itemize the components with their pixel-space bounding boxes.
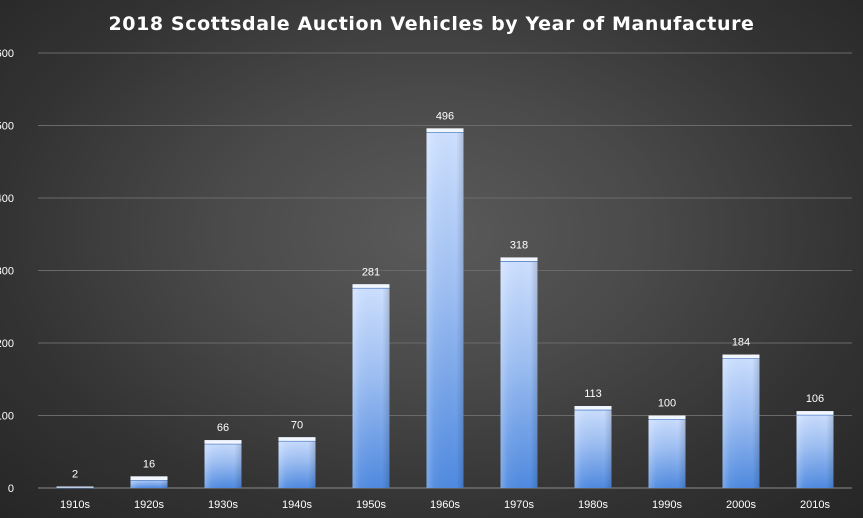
- y-tick-label: 100: [0, 411, 14, 423]
- bar-top-bevel: [796, 411, 834, 416]
- x-tick-label-1920s: 1920s: [134, 499, 164, 511]
- data-label-2010s: 106: [806, 393, 824, 405]
- bar-top-bevel: [722, 354, 760, 359]
- data-label-2000s: 184: [732, 337, 750, 349]
- bar-shine: [500, 257, 538, 488]
- data-label-1980s: 113: [584, 388, 602, 400]
- data-label-1950s: 281: [362, 266, 380, 278]
- data-label-1970s: 318: [510, 239, 528, 251]
- bar-2010s: [796, 411, 834, 488]
- bar-top-bevel: [648, 415, 686, 420]
- data-label-1960s: 496: [436, 110, 454, 122]
- bar-1940s: [278, 437, 316, 488]
- bar-top-bevel: [500, 257, 538, 262]
- x-axis: 1910s 1920s 1930s 1940s 1950s 1960s 1970s 1980s…: [60, 499, 830, 511]
- bar-shine: [648, 415, 686, 488]
- bar-1910s: [56, 486, 94, 489]
- bar-shine: [278, 437, 316, 488]
- bar-top-bevel: [56, 486, 94, 488]
- y-tick-label: 400: [0, 193, 14, 205]
- y-tick-label: 500: [0, 121, 14, 133]
- chart-title: 2018 Scottsdale Auction Vehicles by Year…: [108, 13, 754, 35]
- x-tick-label-1980s: 1980s: [578, 499, 608, 511]
- bar-top-bevel: [426, 128, 464, 133]
- bar-shine: [722, 354, 760, 488]
- y-axis: 0 100 200 300 400 500 600: [0, 48, 14, 495]
- y-tick-label: 0: [8, 483, 14, 495]
- bar-2000s: [722, 354, 760, 488]
- y-tick-label: 300: [0, 266, 14, 278]
- data-label-1940s: 70: [291, 419, 303, 431]
- bar-shine: [352, 284, 390, 488]
- data-label-1920s: 16: [143, 458, 155, 470]
- bar-1950s: [352, 284, 390, 488]
- bar-1920s: [130, 476, 168, 488]
- y-tick-label: 200: [0, 338, 14, 350]
- bar-top-bevel: [278, 437, 316, 442]
- data-labels: 2 16 66 70 281 496 318 113 100 184 106: [72, 110, 824, 480]
- x-tick-label-1940s: 1940s: [282, 499, 312, 511]
- x-tick-label-1930s: 1930s: [208, 499, 238, 511]
- bar-shine: [204, 440, 242, 488]
- data-label-1930s: 66: [217, 422, 229, 434]
- x-tick-label-1910s: 1910s: [60, 499, 90, 511]
- bar-shine: [130, 476, 168, 488]
- x-tick-label-1950s: 1950s: [356, 499, 386, 511]
- bar-shine: [796, 411, 834, 488]
- x-tick-label-2010s: 2010s: [800, 499, 830, 511]
- bar-1970s: [500, 257, 538, 488]
- x-tick-label-2000s: 2000s: [726, 499, 756, 511]
- bar-1990s: [648, 415, 686, 488]
- bar-top-bevel: [574, 406, 612, 411]
- x-tick-label-1960s: 1960s: [430, 499, 460, 511]
- bar-top-bevel: [352, 284, 390, 289]
- bar-1980s: [574, 406, 612, 488]
- bars: [56, 128, 834, 489]
- bar-shine: [574, 406, 612, 488]
- bar-shine: [426, 128, 464, 488]
- bar-top-bevel: [130, 476, 168, 481]
- data-label-1910s: 2: [72, 469, 78, 481]
- y-tick-label: 600: [0, 48, 14, 60]
- bar-1930s: [204, 440, 242, 488]
- data-label-1990s: 100: [658, 398, 676, 410]
- bar-top-bevel: [204, 440, 242, 445]
- bar-1960s: [426, 128, 464, 488]
- x-tick-label-1990s: 1990s: [652, 499, 682, 511]
- x-tick-label-1970s: 1970s: [504, 499, 534, 511]
